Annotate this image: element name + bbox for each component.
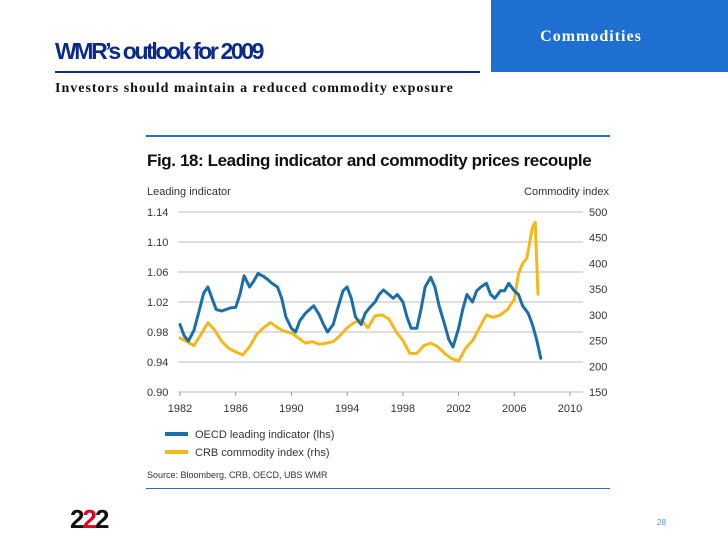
legend-label-crb: CRB commodity index (rhs)	[195, 447, 329, 459]
y-tick-left-label: 1.02	[147, 297, 168, 309]
grid-lines	[178, 211, 583, 393]
series-line-crb-commodity-index	[178, 220, 540, 363]
x-tick-label: 2006	[502, 403, 526, 415]
x-tick-label: 2010	[558, 403, 582, 415]
figure-top-rule	[146, 135, 610, 137]
y-tick-right-label: 150	[589, 387, 607, 399]
logo-digit-3: 2	[94, 504, 110, 534]
slide-subtitle: Investors should maintain a reduced comm…	[55, 81, 454, 96]
y-tick-right-label: 350	[589, 284, 607, 296]
x-tick-label: 1990	[279, 403, 303, 415]
series-line-oecd-leading-indicator	[178, 272, 543, 360]
logo-digit-1: 2	[70, 504, 85, 534]
legend-label-oecd: OECD leading indicator (lhs)	[195, 429, 334, 441]
section-tab-label: Commodities	[540, 28, 642, 45]
y-ticks-right: 500 450 400 350 300 250 200 150	[589, 207, 607, 399]
y-axis-left-label: Leading indicator	[147, 186, 231, 198]
x-tick-label: 1994	[335, 403, 359, 415]
y-tick-left-label: 0.98	[147, 327, 168, 339]
legend: OECD leading indicator (lhs) CRB commodi…	[165, 429, 334, 459]
figure-bottom-rule	[146, 488, 610, 489]
y-tick-right-label: 250	[589, 336, 607, 348]
page-number: 28	[657, 518, 666, 527]
y-tick-left-label: 1.10	[147, 237, 168, 249]
x-tick-label: 1998	[391, 403, 415, 415]
y-tick-left-label: 0.94	[147, 357, 168, 369]
section-tab: Commodities	[491, 0, 728, 72]
x-tick-label: 2002	[446, 403, 470, 415]
y-axis-right-label: Commodity index	[524, 186, 609, 198]
x-ticks: 1982 1986 1990 1994 1998 2002 2006 2010	[168, 392, 582, 415]
x-tick-label: 1986	[223, 403, 247, 415]
chart-source: Source: Bloomberg, CRB, OECD, UBS WMR	[147, 470, 328, 480]
y-tick-right-label: 400	[589, 258, 607, 270]
y-tick-right-label: 200	[589, 361, 607, 373]
y-tick-left-label: 1.14	[147, 207, 168, 219]
logo-digit-2: 2	[82, 504, 97, 534]
y-tick-left-label: 0.90	[147, 387, 168, 399]
x-tick-label: 1982	[168, 403, 192, 415]
chart-title: Fig. 18: Leading indicator and commodity…	[147, 151, 592, 170]
y-ticks-left: 1.14 1.10 1.06 1.02 0.98 0.94 0.90	[147, 207, 168, 399]
y-tick-right-label: 450	[589, 233, 607, 245]
y-tick-right-label: 500	[589, 207, 607, 219]
y-tick-right-label: 300	[589, 310, 607, 322]
title-divider	[55, 71, 480, 73]
y-tick-left-label: 1.06	[147, 267, 168, 279]
slide-title: WMR’s outlook for 2009	[55, 38, 264, 64]
series-lines	[178, 220, 543, 363]
logo-mark: 222	[70, 504, 110, 535]
